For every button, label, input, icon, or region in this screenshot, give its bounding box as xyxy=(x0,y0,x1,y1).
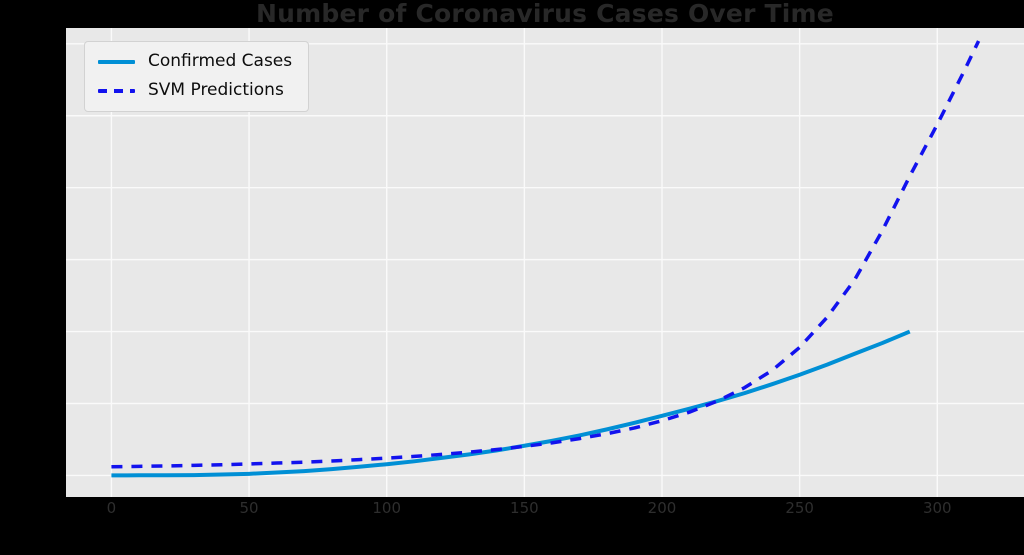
legend-item-svm-predictions: SVM Predictions xyxy=(98,82,292,99)
dashed-line-swatch-icon xyxy=(98,88,135,93)
confirmed-cases-line xyxy=(111,329,911,478)
legend: Confirmed Cases SVM Predictions xyxy=(84,41,310,112)
legend-label: Confirmed Cases xyxy=(148,51,293,71)
x-tick-label: 200 xyxy=(647,499,677,517)
legend-label: SVM Predictions xyxy=(148,80,284,100)
x-tick-label: 0 xyxy=(106,499,117,517)
solid-line-swatch-icon xyxy=(98,59,135,64)
x-tick-label: 150 xyxy=(510,499,539,517)
x-tick-label: 250 xyxy=(785,499,814,517)
x-tick-label: 50 xyxy=(239,499,259,517)
legend-item-confirmed-cases: Confirmed Cases xyxy=(98,53,292,70)
x-tick-label: 300 xyxy=(922,499,952,517)
chart-title: Number of Coronavirus Cases Over Time xyxy=(256,0,834,28)
chart-svg xyxy=(66,28,1024,497)
x-tick-label: 100 xyxy=(372,499,402,517)
svm-predictions-line xyxy=(111,40,981,469)
